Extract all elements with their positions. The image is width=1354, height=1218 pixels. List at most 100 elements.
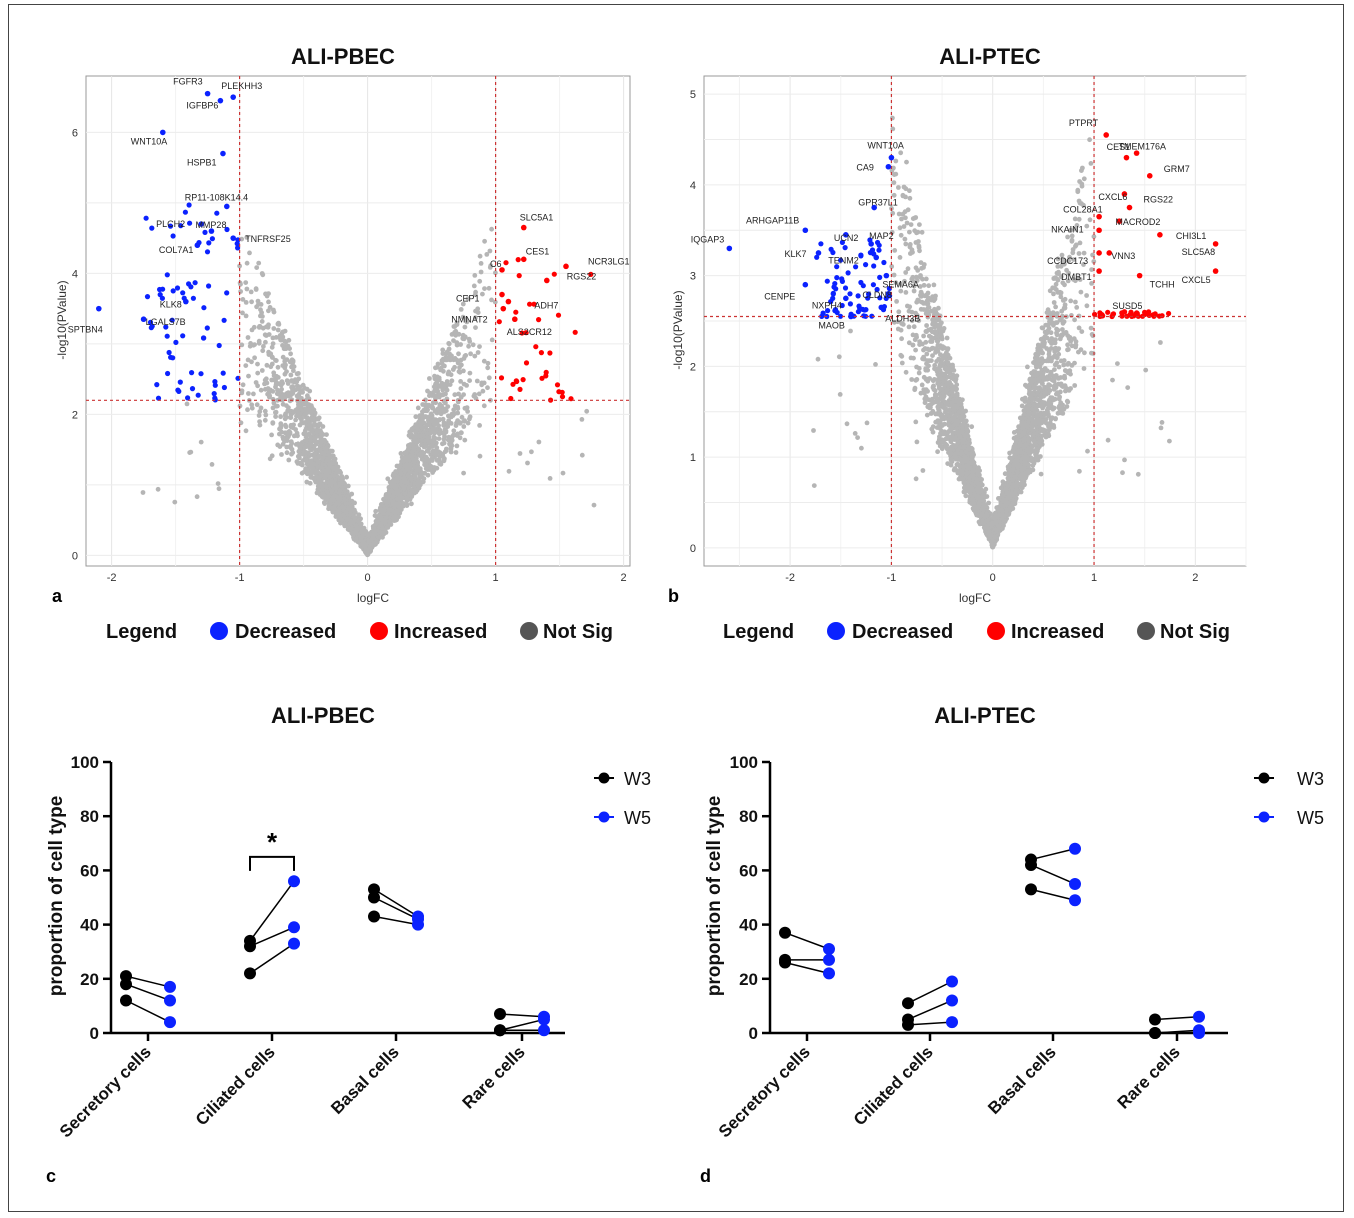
not-sig-point (435, 361, 441, 367)
not-sig-point (374, 520, 380, 526)
not-sig-point (409, 501, 414, 507)
not-sig-point (430, 405, 435, 411)
not-sig-point (289, 390, 294, 396)
not-sig-point (295, 454, 301, 459)
gene-label: FGFR3 (173, 77, 203, 87)
y-tick-label: 4 (690, 180, 696, 192)
decreased-point (214, 210, 220, 216)
not-sig-point (453, 423, 459, 428)
not-sig-point (321, 450, 326, 456)
not-sig-point (251, 391, 256, 397)
not-sig-point (243, 280, 249, 285)
not-sig-point (273, 384, 278, 390)
volcano-a-ylabel: -log10(PValue) (55, 280, 69, 359)
not-sig-point (312, 421, 317, 427)
not-sig-point (333, 464, 339, 470)
not-sig-point (468, 351, 473, 357)
not-sig-point (331, 473, 336, 479)
decreased-point (176, 388, 182, 394)
not-sig-point (285, 343, 291, 349)
not-sig-point (473, 315, 478, 321)
not-sig-point (271, 373, 277, 379)
not-sig-point (315, 469, 321, 475)
x-tick-label: 0 (990, 572, 996, 584)
not-sig-point (321, 468, 327, 474)
not-sig-point (307, 425, 313, 430)
not-sig-point (288, 372, 294, 378)
not-sig-point (419, 425, 425, 431)
not-sig-point (1069, 238, 1075, 244)
not-sig-point (1068, 386, 1073, 391)
labeled-point (217, 97, 224, 104)
not-sig-point (429, 456, 435, 461)
not-sig-point (450, 367, 456, 372)
not-sig-point (434, 452, 439, 458)
not-sig-point (367, 545, 373, 551)
not-sig-point (485, 365, 491, 371)
not-sig-point (397, 464, 403, 470)
decreased-point (224, 290, 230, 296)
not-sig-point (1051, 300, 1057, 305)
not-sig-point (390, 499, 396, 505)
not-sig-point (260, 348, 266, 354)
not-sig-point (280, 380, 285, 386)
not-sig-point (285, 381, 291, 386)
not-sig-point (478, 261, 484, 266)
not-sig-point (259, 368, 265, 373)
not-sig-point (296, 386, 302, 392)
labeled-point (512, 316, 518, 323)
not-sig-point (284, 450, 290, 456)
x-tick-label: -2 (107, 572, 117, 584)
not-sig-point (452, 392, 458, 398)
not-sig-point (477, 344, 482, 349)
not-sig-point (172, 499, 178, 505)
not-sig-point (259, 319, 265, 324)
increased-point (547, 350, 553, 356)
not-sig-point (917, 222, 922, 228)
not-sig-point (923, 339, 929, 345)
not-sig-point (484, 252, 490, 257)
volcano-panel-a: ALI-PBEC logFC -log10(PValue) a -2 -1 0 1 20… (52, 44, 631, 606)
gene-label: IGFBP6 (186, 101, 218, 111)
not-sig-point (442, 456, 447, 462)
not-sig-point (261, 344, 266, 349)
not-sig-point (275, 375, 281, 380)
not-sig-point (419, 470, 425, 476)
not-sig-point (255, 370, 261, 376)
not-sig-point (258, 387, 264, 393)
not-sig-point (269, 432, 274, 438)
not-sig-point (275, 364, 281, 370)
gene-label: ADH7 (534, 301, 558, 311)
not-sig-point (353, 536, 359, 542)
not-sig-point (919, 229, 925, 235)
not-sig-point (309, 460, 314, 466)
gene-label: C6 (490, 259, 502, 269)
not-sig-point (262, 417, 268, 423)
not-sig-point (306, 416, 312, 422)
not-sig-point (280, 434, 286, 440)
labeled-point (520, 256, 527, 263)
not-sig-point (316, 454, 322, 460)
not-sig-point (216, 486, 222, 492)
not-sig-point (308, 437, 313, 443)
not-sig-point (251, 324, 257, 330)
not-sig-point (447, 351, 452, 357)
not-sig-point (461, 336, 467, 342)
not-sig-point (445, 404, 451, 409)
increased-point (539, 375, 545, 381)
not-sig-point (247, 250, 252, 256)
not-sig-point (306, 469, 312, 475)
not-sig-point (1081, 176, 1087, 182)
decreased-point (154, 382, 160, 388)
decreased-point (211, 391, 217, 397)
decreased-point (221, 384, 227, 391)
not-sig-point (897, 255, 903, 260)
not-sig-point (899, 360, 905, 366)
not-sig-point (475, 310, 481, 315)
not-sig-point (373, 508, 379, 514)
not-sig-point (393, 491, 399, 496)
not-sig-point (1075, 189, 1081, 195)
not-sig-point (898, 150, 904, 156)
decreased-point (206, 283, 212, 289)
increased-point (543, 369, 549, 375)
